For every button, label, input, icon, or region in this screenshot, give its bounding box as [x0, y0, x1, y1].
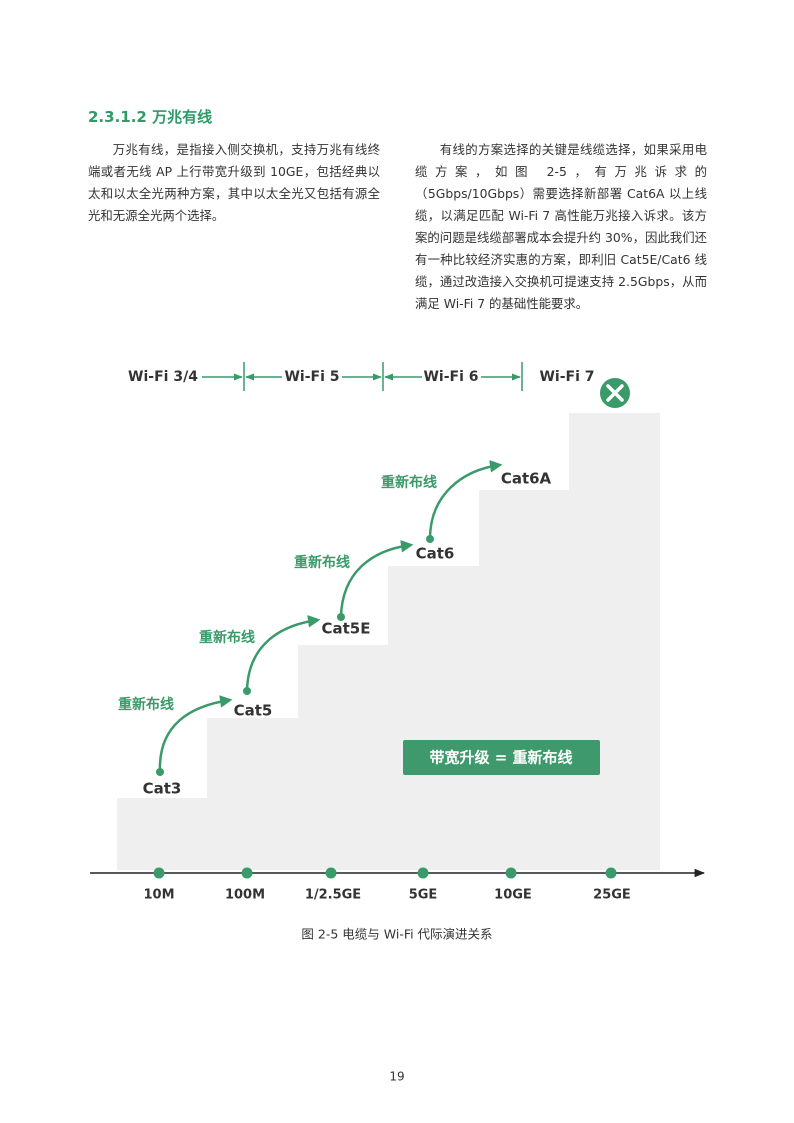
- callout-text: 带宽升级 = 重新布线: [429, 749, 572, 767]
- paragraph: 有线的方案选择的关键是线缆选择，如果采用电缆方案，如图 2-5，有万兆诉求的（5…: [415, 142, 707, 311]
- cable-label: Cat6: [416, 545, 455, 563]
- speed-label: 1/2.5GE: [305, 888, 361, 903]
- rewire-label: 重新布线: [294, 554, 350, 571]
- cable-label: Cat5E: [322, 620, 371, 638]
- generation-dividers: [202, 362, 523, 391]
- cable-label: Cat3: [143, 780, 182, 798]
- step: [207, 718, 298, 870]
- step: [388, 566, 479, 870]
- step: [479, 490, 569, 870]
- step: [117, 798, 207, 870]
- section-heading: 2.3.1.2 万兆有线: [88, 108, 213, 126]
- wifi-label: Wi-Fi 6: [423, 369, 478, 385]
- speed-label: 100M: [225, 888, 265, 903]
- rewire-label: 重新布线: [381, 474, 437, 491]
- paragraph: 万兆有线，是指接入侧交换机，支持万兆有线终端或者无线 AP 上行带宽升级到 10…: [88, 142, 380, 223]
- speed-label: 10GE: [494, 888, 532, 903]
- rewire-label: 重新布线: [118, 696, 174, 713]
- cable-label: Cat5: [234, 702, 273, 720]
- wifi-label: Wi-Fi 7: [539, 369, 594, 385]
- step: [298, 645, 388, 870]
- rewire-arrows: [156, 460, 503, 776]
- speed-label: 5GE: [409, 888, 438, 903]
- rewire-label: 重新布线: [199, 629, 255, 646]
- axis-dots: [153, 867, 617, 879]
- cable-label: Cat6A: [501, 470, 552, 488]
- x-icon: [600, 378, 630, 408]
- stairs: [117, 413, 660, 870]
- step: [569, 413, 660, 870]
- callout-box: [403, 740, 600, 775]
- speed-label: 10M: [143, 888, 174, 903]
- page-number: 19: [389, 1070, 404, 1084]
- wifi-label: Wi-Fi 3/4: [128, 369, 198, 385]
- wifi-label: Wi-Fi 5: [284, 369, 339, 385]
- speed-label: 25GE: [593, 888, 631, 903]
- figure-caption: 图 2-5 电缆与 Wi-Fi 代际演进关系: [301, 927, 492, 942]
